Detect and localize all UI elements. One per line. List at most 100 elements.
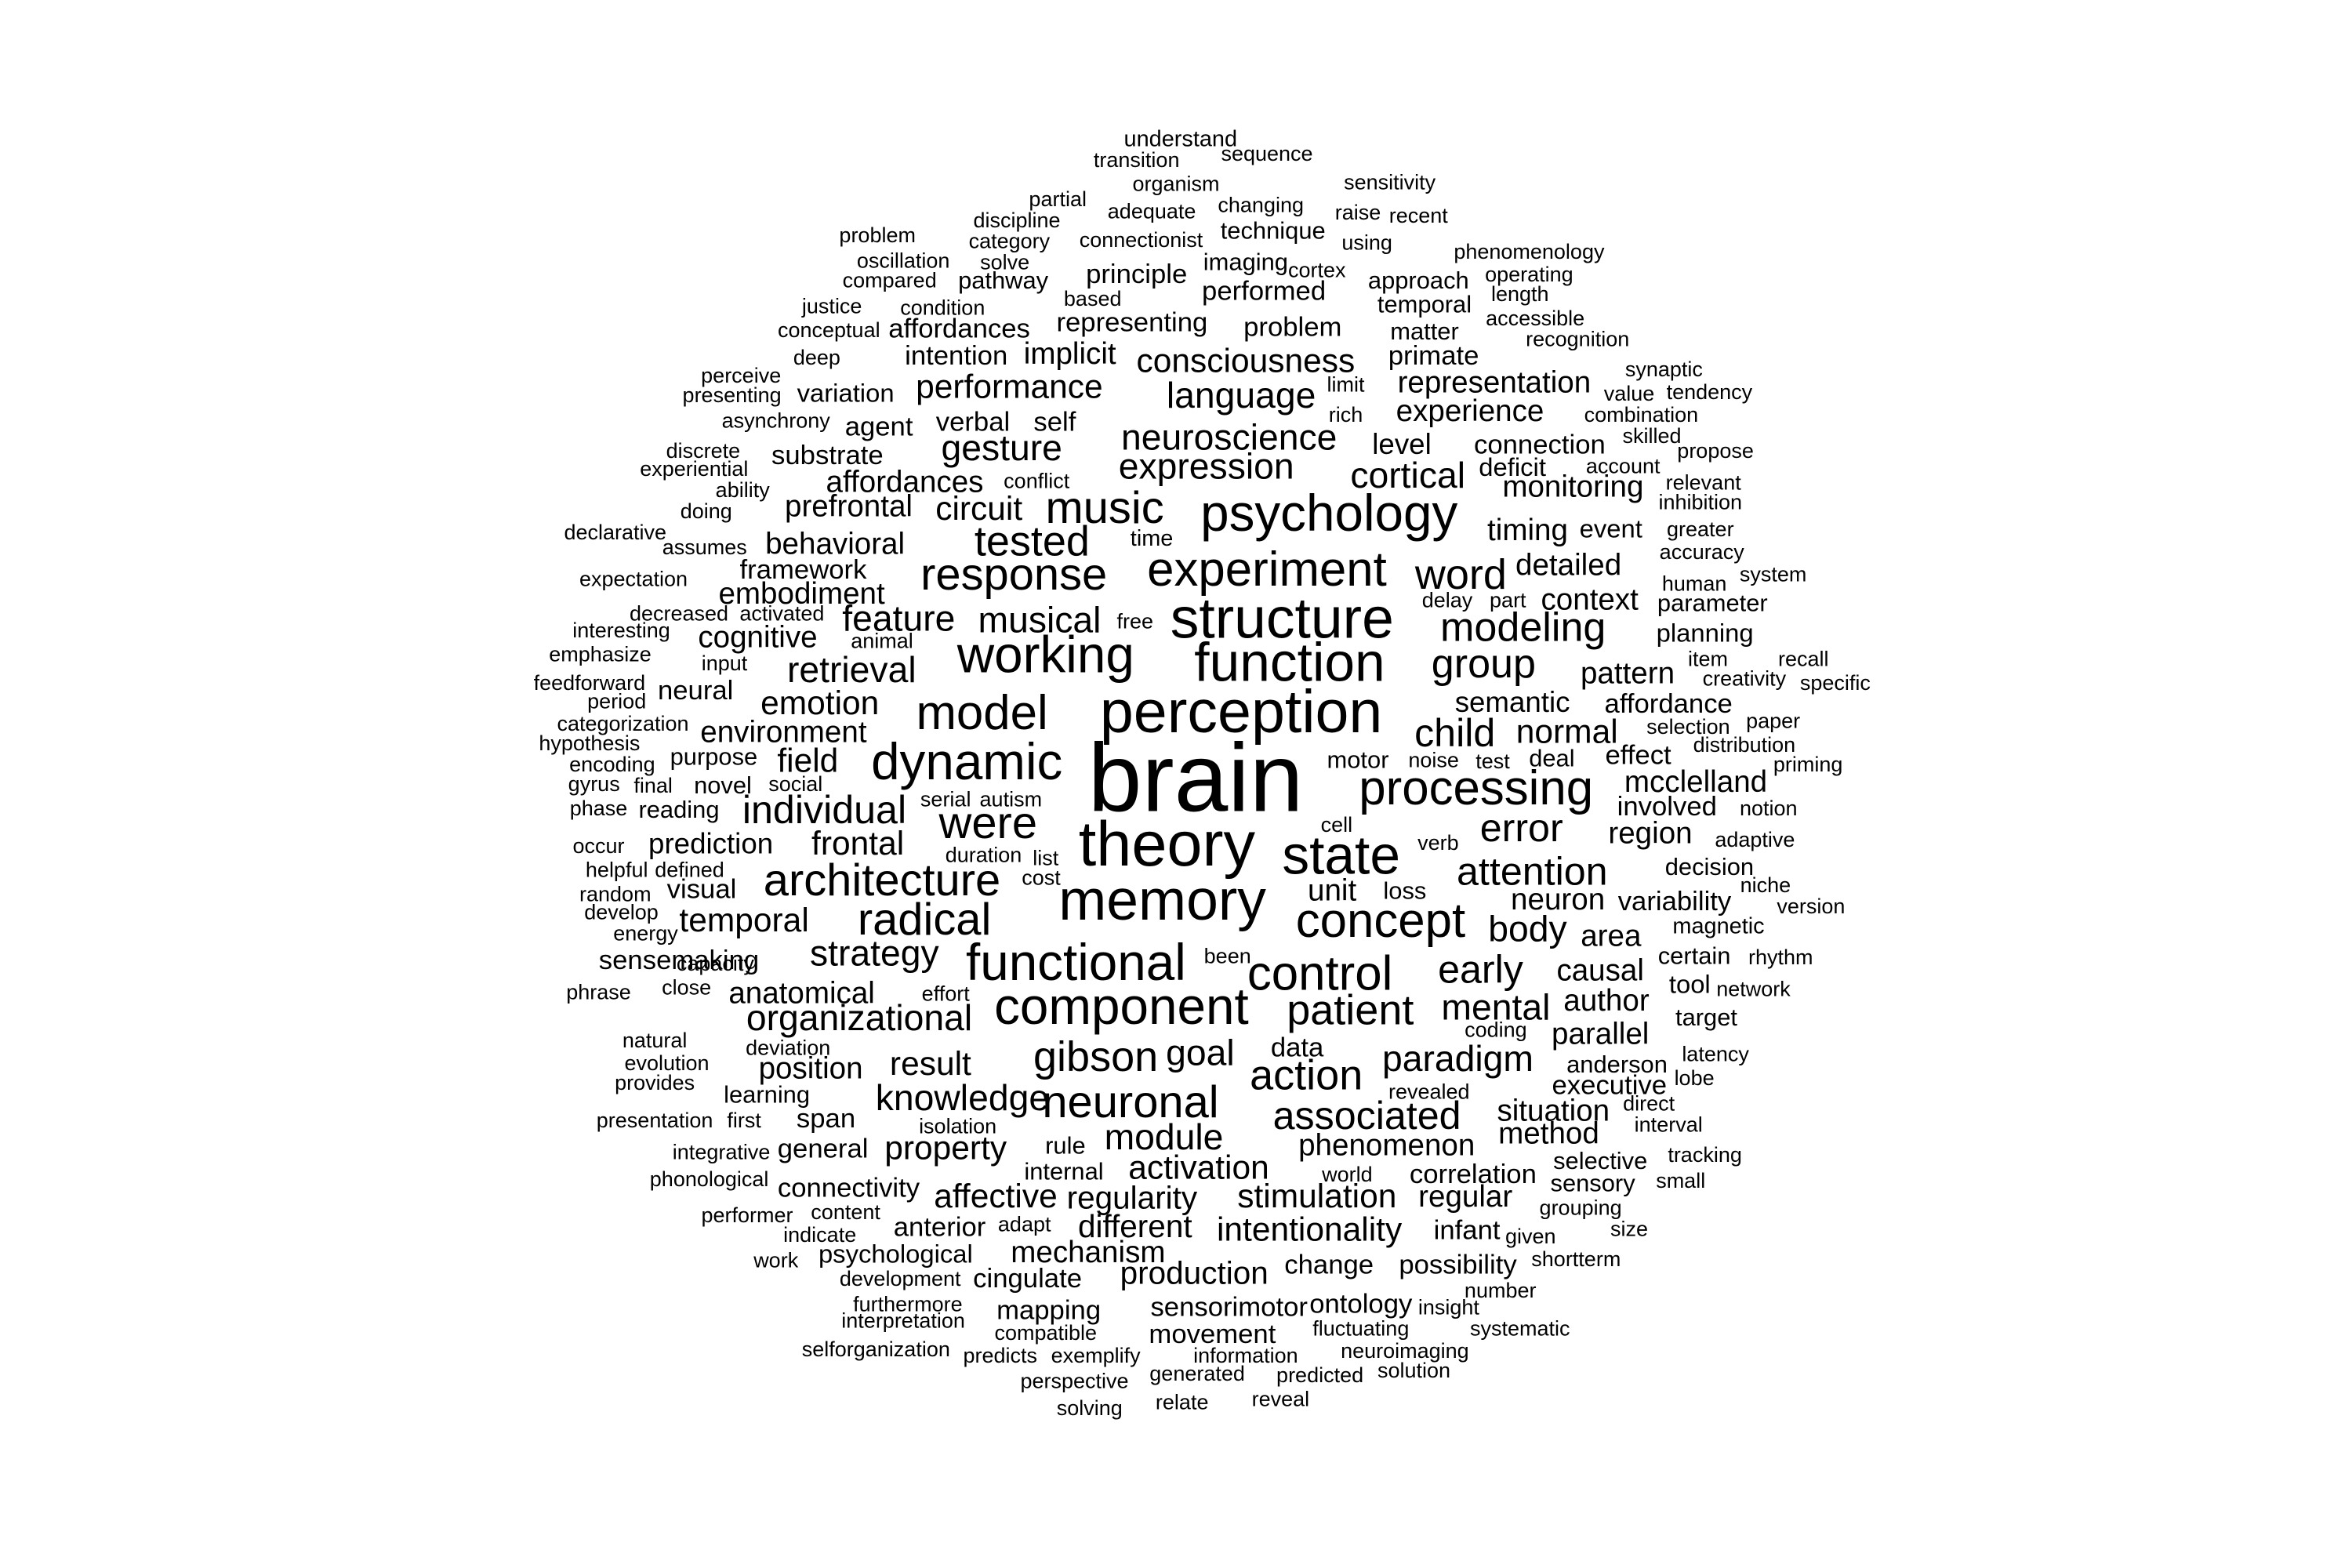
cloud-word: variation [797, 378, 895, 407]
cloud-word: neuroscience [1121, 417, 1337, 458]
cloud-word: anatomical [728, 976, 875, 1010]
cloud-word: early [1438, 948, 1523, 992]
cloud-word: interpretation [841, 1309, 965, 1333]
cloud-word: parameter [1657, 589, 1768, 616]
cloud-word: activation [1128, 1150, 1269, 1187]
cloud-word: defined [655, 858, 724, 882]
cloud-word: phase [570, 797, 628, 820]
cloud-word: structure [1171, 586, 1394, 651]
cloud-word: presentation [597, 1109, 713, 1132]
cloud-word: free [1117, 609, 1154, 633]
cloud-word: circuit [935, 491, 1022, 528]
cloud-word: condition [900, 296, 985, 319]
cloud-word: lobe [1675, 1066, 1715, 1090]
cloud-word: recognition [1526, 328, 1629, 351]
cloud-word: sequence [1221, 142, 1312, 165]
cloud-word: sensory [1551, 1170, 1636, 1197]
cloud-word: representing [1056, 308, 1207, 338]
cloud-word: embodiment [718, 577, 885, 611]
cloud-word: sensitivity [1344, 171, 1436, 194]
cloud-word: declarative [564, 521, 667, 544]
cloud-word: integrative [673, 1140, 771, 1163]
cloud-word: information [1193, 1344, 1298, 1367]
cloud-word: based [1064, 287, 1122, 310]
cloud-word: input [702, 652, 748, 675]
cloud-word: cognitive [698, 621, 817, 655]
cloud-word: adaptive [1715, 828, 1795, 851]
cloud-word: tracking [1668, 1143, 1742, 1167]
cloud-word: propose [1677, 439, 1754, 463]
cloud-word: temporal [679, 902, 808, 939]
cloud-word: problem [1243, 312, 1341, 342]
cloud-word: world [1321, 1163, 1373, 1186]
cloud-word: interesting [572, 619, 670, 642]
cloud-word: noise [1408, 748, 1459, 771]
cloud-word: span [797, 1104, 855, 1134]
cloud-word: mental [1441, 987, 1550, 1028]
cloud-word: level [1372, 428, 1431, 460]
cloud-word: normal [1516, 714, 1618, 751]
cloud-word: memory [1058, 868, 1266, 932]
cloud-word: tendency [1667, 380, 1753, 404]
cloud-word: correlation [1410, 1160, 1537, 1189]
cloud-word: length [1491, 282, 1549, 306]
cloud-word: ontology [1309, 1290, 1413, 1319]
cloud-word: understand [1124, 126, 1238, 151]
cloud-word: solve [980, 251, 1029, 274]
cloud-word: limit [1327, 372, 1365, 396]
cloud-word: parallel [1552, 1017, 1649, 1051]
cloud-word: temporal [1377, 291, 1472, 318]
cloud-word: variability [1618, 887, 1732, 916]
cloud-word: mapping [996, 1295, 1101, 1325]
cloud-word: internal [1024, 1157, 1103, 1185]
cloud-word: gesture [941, 427, 1062, 468]
cloud-word: model [916, 686, 1047, 740]
cloud-word: connection [1474, 430, 1606, 459]
cloud-word: group [1432, 641, 1536, 687]
cloud-word: cortical [1350, 455, 1465, 495]
cloud-word: evolution [624, 1051, 709, 1075]
cloud-word: child [1414, 711, 1495, 755]
cloud-word: action [1250, 1051, 1363, 1098]
cloud-word: region [1608, 817, 1692, 851]
cloud-word: executive [1552, 1071, 1668, 1101]
cloud-word: item [1688, 647, 1728, 670]
cloud-word: part [1490, 588, 1526, 612]
cloud-word: grouping [1540, 1196, 1622, 1219]
cloud-word: performance [916, 368, 1103, 405]
cloud-word: detailed [1515, 548, 1621, 582]
cloud-word: adapt [998, 1213, 1051, 1236]
cloud-word: matter [1390, 318, 1459, 345]
cloud-word: selection [1646, 715, 1730, 739]
cloud-word: final [633, 774, 673, 797]
cloud-word: infant [1434, 1215, 1501, 1245]
cloud-word: principle [1086, 260, 1187, 289]
cloud-word: gyrus [568, 772, 620, 796]
cloud-word: transition [1094, 148, 1180, 172]
cloud-word: inhibition [1659, 490, 1743, 514]
cloud-word: list [1033, 846, 1058, 869]
cloud-word: justice [801, 294, 862, 318]
cloud-word: social [768, 772, 822, 796]
cloud-word: rhythm [1748, 946, 1813, 969]
cloud-word: fluctuating [1312, 1316, 1409, 1340]
cloud-word: problem [839, 223, 916, 247]
cloud-word: possibility [1399, 1250, 1517, 1280]
cloud-word: certain [1658, 942, 1731, 969]
cloud-word: sensemaking [599, 946, 759, 975]
cloud-word: accuracy [1660, 540, 1745, 564]
cloud-word: psychology [1200, 485, 1457, 542]
cloud-word: processing [1359, 761, 1593, 815]
cloud-word: patient [1287, 987, 1414, 1034]
cloud-word: architecture [764, 855, 1000, 906]
cloud-word: value [1604, 382, 1655, 405]
cloud-word: priming [1773, 753, 1843, 776]
cloud-word: predicts [964, 1344, 1038, 1367]
cloud-word: regularity [1067, 1180, 1198, 1216]
cloud-word: different [1078, 1208, 1192, 1244]
cloud-word: dynamic [871, 733, 1062, 790]
cloud-word: goal [1166, 1032, 1235, 1073]
cloud-word: category [969, 230, 1051, 253]
cloud-word: author [1563, 984, 1650, 1018]
cloud-word: brain [1088, 724, 1304, 833]
